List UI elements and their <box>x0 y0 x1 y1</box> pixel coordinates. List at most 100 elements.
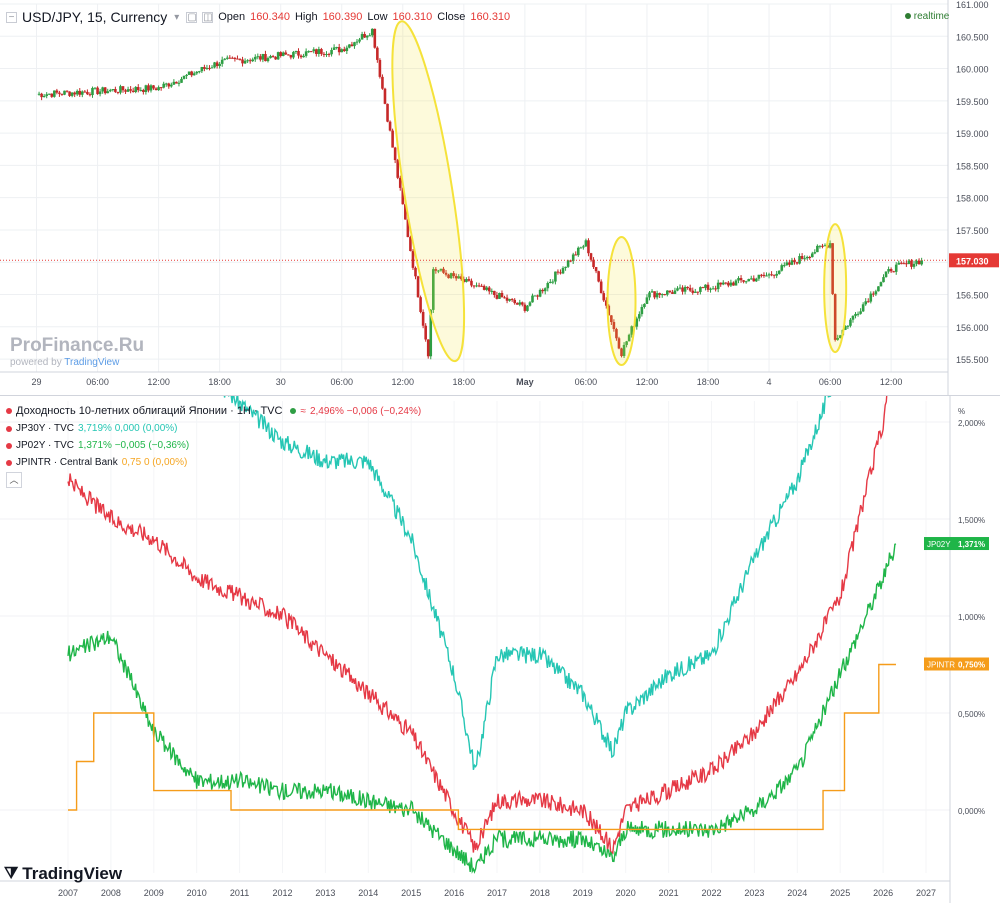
candle-body <box>75 90 79 95</box>
candle-body <box>765 275 768 277</box>
chevron-down-icon[interactable]: ▾ <box>174 11 180 23</box>
candle-body <box>874 291 878 295</box>
candle-body <box>503 297 506 299</box>
candle-body <box>556 271 560 273</box>
candle-body <box>175 81 178 84</box>
compare-icon[interactable]: ▢ <box>186 11 198 23</box>
x-tick-label: 2014 <box>358 888 378 898</box>
x-tick-label: 2018 <box>530 888 550 898</box>
candle-body <box>582 246 585 248</box>
symbol-title[interactable]: USD/JPY, 15, Currency <box>22 9 168 25</box>
jgb-yields-line-chart[interactable]: 3,500%3,000%2,500%2,000%1,500%1,000%0,50… <box>0 396 1000 903</box>
candle-body <box>749 278 753 280</box>
y-tick-label: 160.500 <box>956 32 989 42</box>
settings-icon[interactable]: ◫ <box>202 11 214 23</box>
candle-body <box>607 305 611 316</box>
candle-body <box>116 91 120 93</box>
collapse-icon[interactable]: − <box>6 11 17 23</box>
candle-body <box>386 103 389 122</box>
candle-body <box>599 281 603 294</box>
candle-body <box>73 92 76 95</box>
candle-body <box>248 60 252 62</box>
candle-body <box>579 247 583 249</box>
collapse-legend-icon[interactable]: ︿ <box>6 472 22 488</box>
legend-jp30y-name: JP30Y · TVC <box>16 423 74 434</box>
x-tick-label: 2017 <box>487 888 507 898</box>
candle-body <box>304 51 308 56</box>
candle-body <box>734 280 738 286</box>
candle-body <box>757 274 761 279</box>
candle-body <box>139 90 143 92</box>
candle-body <box>236 58 239 60</box>
candle-body <box>836 337 840 340</box>
candle-body <box>429 309 433 357</box>
candle-body <box>686 287 689 289</box>
candle-body <box>920 260 923 265</box>
candle-body <box>281 52 285 56</box>
x-tick-label: 2016 <box>444 888 464 898</box>
candle-body <box>121 86 125 91</box>
candle-body <box>879 282 883 287</box>
candle-body <box>564 266 567 268</box>
candle-body <box>897 262 901 265</box>
candle-body <box>167 83 171 87</box>
jgb-yield-chart-panel[interactable]: 3,500%3,000%2,500%2,000%1,500%1,000%0,50… <box>0 396 1000 903</box>
candle-body <box>638 314 641 319</box>
candle-body <box>170 84 173 87</box>
candle-body <box>134 87 138 92</box>
candle-body <box>350 44 354 47</box>
y-tick-label: 161.000 <box>956 0 989 10</box>
candle-body <box>256 56 260 58</box>
candle-body <box>816 245 819 253</box>
candle-body <box>696 291 700 293</box>
candle-body <box>50 93 54 97</box>
candle-body <box>266 58 270 62</box>
candle-body <box>157 87 160 91</box>
legend-jpintr[interactable]: JPINTR · Central Bank 0,75 0 (0,00%) <box>6 457 187 468</box>
candle-body <box>106 91 110 94</box>
candle-body <box>228 57 232 59</box>
candle-body <box>653 291 656 298</box>
x-tick-label: 12:00 <box>880 377 903 387</box>
candle-body <box>315 49 318 54</box>
candle-body <box>225 57 229 59</box>
candle-body <box>246 60 249 62</box>
candle-body <box>131 90 135 92</box>
realtime-indicator: realtime <box>905 11 949 22</box>
candle-body <box>917 260 921 265</box>
candle-body <box>549 281 552 284</box>
legend-main[interactable]: Доходность 10-летних облигаций Японии · … <box>6 405 421 417</box>
usdjpy-candlestick-chart[interactable]: 161.000 160.500 160.000 159.500 159.000 158.5… <box>0 0 1000 395</box>
candle-body <box>543 288 547 292</box>
realtime-dot-icon <box>905 13 911 19</box>
candle-body <box>358 39 361 42</box>
legend-jpintr-name: JPINTR · Central Bank <box>16 457 118 468</box>
y-tick-label: 0,000% <box>958 807 985 816</box>
powered-by: powered by TradingView <box>10 357 119 368</box>
candle-body <box>376 47 379 60</box>
usdjpy-chart-panel[interactable]: 161.000 160.500 160.000 159.500 159.000 158.5… <box>0 0 1000 396</box>
candle-body <box>274 56 277 60</box>
powered-brand[interactable]: TradingView <box>64 357 120 368</box>
x-tick-label: 06:00 <box>86 377 109 387</box>
candle-body <box>172 81 176 85</box>
legend-jp30y[interactable]: JP30Y · TVC 3,719% 0,000 (0,00%) <box>6 423 178 434</box>
price-tag-value: 0,750% <box>958 661 985 670</box>
candle-body <box>533 295 537 297</box>
candle-body <box>683 287 687 292</box>
x-tick-label: 06:00 <box>575 377 598 387</box>
candle-body <box>772 274 776 276</box>
candle-body <box>739 278 743 281</box>
candle-body <box>190 71 193 76</box>
candle-body <box>884 271 888 278</box>
candle-body <box>342 49 346 52</box>
x-tick-label: 2024 <box>787 888 807 898</box>
candle-body <box>340 49 344 53</box>
candle-body <box>800 256 804 259</box>
tradingview-logo[interactable]: ⧩ TradingView <box>4 864 122 884</box>
candle-body <box>551 281 555 283</box>
candle-body <box>907 260 911 264</box>
candle-body <box>42 95 46 98</box>
candle-body <box>142 90 145 92</box>
legend-jp02y[interactable]: JP02Y · TVC 1,371% −0,005 (−0,36%) <box>6 440 189 451</box>
